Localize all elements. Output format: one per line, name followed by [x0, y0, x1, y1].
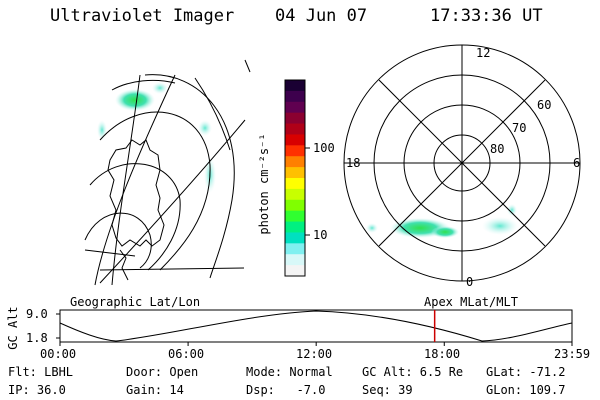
- colorbar-cell: [285, 199, 305, 212]
- time-label: 17:33:36 UT: [430, 6, 543, 26]
- mlat-label-60: 60: [537, 98, 552, 112]
- timeline-x-tick-1800: 18:00: [424, 347, 461, 361]
- colorbar-cell: [285, 167, 305, 179]
- mlat-label-80: 80: [490, 142, 505, 156]
- info-gain: Gain: 14: [126, 383, 184, 397]
- timeline-x-tick-0600: 06:00: [168, 347, 205, 361]
- colorbar-cell: [285, 265, 305, 277]
- timeline-frame: [59, 309, 573, 343]
- info-seq: Seq: 39: [362, 383, 413, 397]
- colorbar-cell: [285, 210, 305, 223]
- apex-label: Apex MLat/MLT: [424, 295, 518, 309]
- info-dsp: Dsp: -7.0: [246, 383, 326, 397]
- colorbar-cell: [285, 80, 305, 92]
- timeline-y-bottom: 1.8: [26, 331, 48, 345]
- timeline-plot: [56, 309, 573, 346]
- info-mode: Mode: Normal: [246, 365, 333, 379]
- colorbar-tick-100: 100: [313, 141, 335, 155]
- geographic-map: [84, 59, 251, 286]
- colorbar-cell: [285, 254, 305, 266]
- colorbar-cell: [285, 101, 305, 114]
- timeline-x-tick-0000: 00:00: [40, 347, 77, 361]
- info-glat: GLat: -71.2: [486, 365, 566, 379]
- coastline: [107, 139, 165, 247]
- latitude-arc: [144, 74, 235, 279]
- timeline-axis-title: GC Alt: [6, 306, 20, 350]
- mlt-label-6: 6: [573, 156, 581, 170]
- colorbar-cell: [285, 123, 305, 135]
- mlt-line-9-21: [378, 79, 546, 247]
- colorbar-cell: [285, 232, 305, 244]
- mlt-label-12: 12: [476, 46, 491, 60]
- altitude-curve: [59, 310, 573, 342]
- info-glon: GLon: 109.7: [486, 383, 566, 397]
- aurora-emission-blob: [115, 89, 155, 111]
- info-gc-alt: GC Alt: 6.5 Re: [362, 365, 464, 379]
- colorbar-cell: [285, 243, 305, 255]
- colorbar: [284, 79, 310, 277]
- colorbar-cell: [285, 90, 305, 103]
- mlt-label-18: 18: [346, 156, 361, 170]
- colorbar-tick-10: 10: [313, 228, 328, 242]
- colorbar-cell: [285, 145, 305, 157]
- info-door: Door: Open: [126, 365, 199, 379]
- colorbar-cell: [285, 112, 305, 125]
- date-label: 04 Jun 07: [275, 6, 368, 26]
- colorbar-cell: [285, 221, 305, 233]
- colorbar-cell: [285, 188, 305, 201]
- mlt-label-0: 0: [466, 275, 474, 289]
- colorbar-cell: [285, 178, 305, 190]
- timeline-x-tick-2359: 23:59: [554, 347, 591, 361]
- info-filter: Flt: LBHL: [8, 365, 74, 379]
- timeline-x-tick-1200: 12:00: [296, 347, 333, 361]
- colorbar-cell: [285, 134, 305, 146]
- polar-plot: [343, 44, 581, 282]
- mlat-label-70: 70: [512, 121, 527, 135]
- instrument-title: Ultraviolet Imager: [50, 6, 235, 26]
- colorbar-cell: [285, 156, 305, 168]
- longitude-line: [111, 74, 141, 286]
- colorbar-label: photon cm⁻²s⁻¹: [257, 133, 271, 235]
- geographic-label: Geographic Lat/Lon: [70, 295, 201, 309]
- info-ip: IP: 36.0: [8, 383, 66, 397]
- timeline-y-top: 9.0: [26, 307, 48, 321]
